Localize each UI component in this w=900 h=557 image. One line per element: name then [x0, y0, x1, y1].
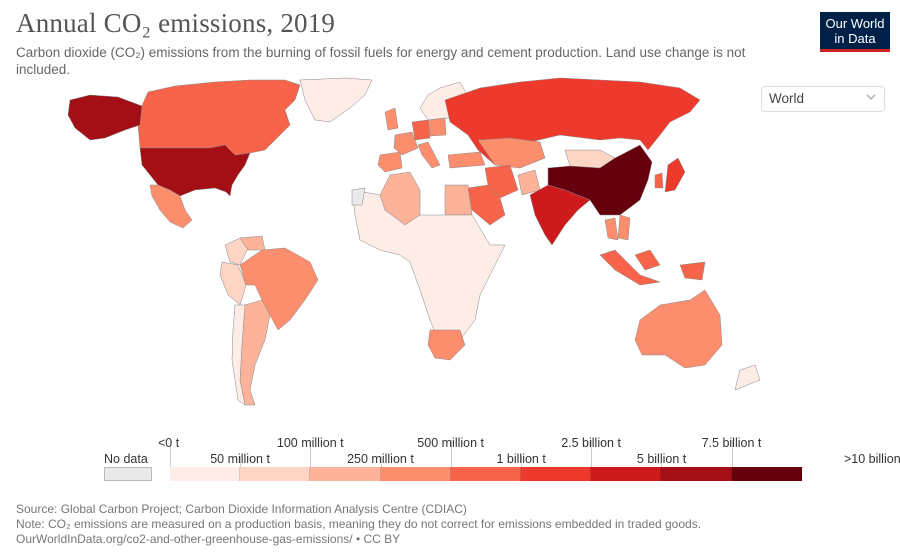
- legend-bin-swatch[interactable]: [591, 467, 662, 481]
- country-indonesia[interactable]: [634, 249, 661, 271]
- country-poland[interactable]: [427, 117, 447, 137]
- legend-tick: [521, 456, 522, 467]
- legend-bin-swatch[interactable]: [310, 467, 381, 481]
- country-indonesia[interactable]: [599, 249, 661, 286]
- country-australia[interactable]: [634, 289, 723, 369]
- note-text: Note: CO₂ emissions are measured on a pr…: [16, 517, 702, 531]
- country-africa-other[interactable]: [351, 189, 506, 346]
- country-saudi-arabia[interactable]: [467, 184, 506, 226]
- legend-no-data-label: No data: [104, 452, 148, 466]
- url-text[interactable]: OurWorldInData.org/co2-and-other-greenho…: [16, 532, 401, 546]
- legend-tick: [240, 456, 242, 467]
- country-mexico[interactable]: [149, 184, 193, 229]
- country-vietnam[interactable]: [617, 214, 631, 241]
- country-south-africa[interactable]: [427, 329, 466, 361]
- country-iran[interactable]: [484, 164, 519, 199]
- logo-line-2: in Data: [834, 31, 876, 46]
- country-italy[interactable]: [417, 141, 441, 169]
- legend-upper-label: 7.5 billion t: [701, 436, 762, 450]
- legend-bin-swatch[interactable]: [170, 467, 241, 481]
- logo-line-1: Our World: [825, 16, 885, 31]
- legend-bin-swatch[interactable]: [731, 467, 802, 481]
- source-text: Source: Global Carbon Project; Carbon Di…: [16, 502, 467, 516]
- legend-tick: [731, 440, 733, 467]
- country-canada[interactable]: [137, 79, 301, 156]
- legend-lower-label: 50 million t: [210, 452, 270, 466]
- country-indonesia[interactable]: [679, 261, 706, 281]
- chart-subtitle: Carbon dioxide (CO₂) emissions from the …: [16, 45, 746, 77]
- country-spain[interactable]: [377, 151, 403, 173]
- legend-bin-swatch[interactable]: [380, 467, 451, 481]
- legend-tick: [170, 440, 171, 467]
- country-greenland[interactable]: [299, 77, 373, 123]
- country-united-states[interactable]: [139, 144, 251, 197]
- legend-bin-swatch[interactable]: [240, 467, 311, 481]
- country-china[interactable]: [547, 144, 653, 216]
- legend-tick: [380, 456, 382, 467]
- legend-tick: [591, 440, 593, 467]
- legend-bin-swatch[interactable]: [521, 467, 592, 481]
- world-map: [67, 77, 761, 406]
- legend-no-data-swatch[interactable]: [104, 467, 152, 481]
- country-egypt[interactable]: [444, 184, 473, 216]
- legend-tick: [661, 456, 663, 467]
- legend-upper-label: <0 t: [158, 436, 180, 450]
- country-brazil[interactable]: [239, 247, 319, 331]
- owid-logo[interactable]: Our World in Data: [820, 12, 890, 52]
- legend-lower-label: 5 billion t: [636, 452, 687, 466]
- country-thailand[interactable]: [604, 217, 619, 241]
- legend-tick: [450, 440, 452, 467]
- country-new-zealand[interactable]: [734, 364, 761, 391]
- legend: No data <0 t 100 million t 500 million t 2.…: [0, 430, 900, 490]
- region-selector-value: World: [769, 91, 805, 106]
- legend-upper-label: 500 million t: [417, 436, 484, 450]
- country-turkey[interactable]: [447, 151, 486, 169]
- country-germany[interactable]: [411, 119, 431, 141]
- country-argentina[interactable]: [239, 299, 271, 406]
- legend-upper-label: 100 million t: [276, 436, 344, 450]
- country-colombia[interactable]: [224, 237, 249, 266]
- region-selector[interactable]: World: [761, 86, 885, 112]
- legend-bin-swatch[interactable]: [661, 467, 732, 481]
- country-france[interactable]: [393, 131, 419, 156]
- legend-bin-swatch[interactable]: [450, 467, 521, 481]
- legend-tick: [310, 440, 312, 467]
- country-kazakhstan[interactable]: [477, 137, 546, 169]
- legend-lower-label: 250 million t: [347, 452, 414, 466]
- country-united-states[interactable]: [67, 94, 143, 141]
- chart-title: Annual CO₂ emissions, 2019: [16, 8, 336, 38]
- legend-lower-label: >10 billion t: [844, 452, 900, 466]
- chevron-down-icon: [866, 94, 876, 100]
- legend-upper-label: 2.5 billion t: [561, 436, 621, 450]
- country-japan[interactable]: [664, 157, 686, 193]
- country-south-korea[interactable]: [654, 172, 664, 189]
- country-united-kingdom[interactable]: [384, 107, 399, 131]
- country-chile[interactable]: [231, 304, 246, 406]
- legend-lower-label: 1 billion t: [496, 452, 546, 466]
- footer: Source: Global Carbon Project; Carbon Di…: [16, 502, 701, 547]
- country-western-sahara[interactable]: [351, 187, 366, 206]
